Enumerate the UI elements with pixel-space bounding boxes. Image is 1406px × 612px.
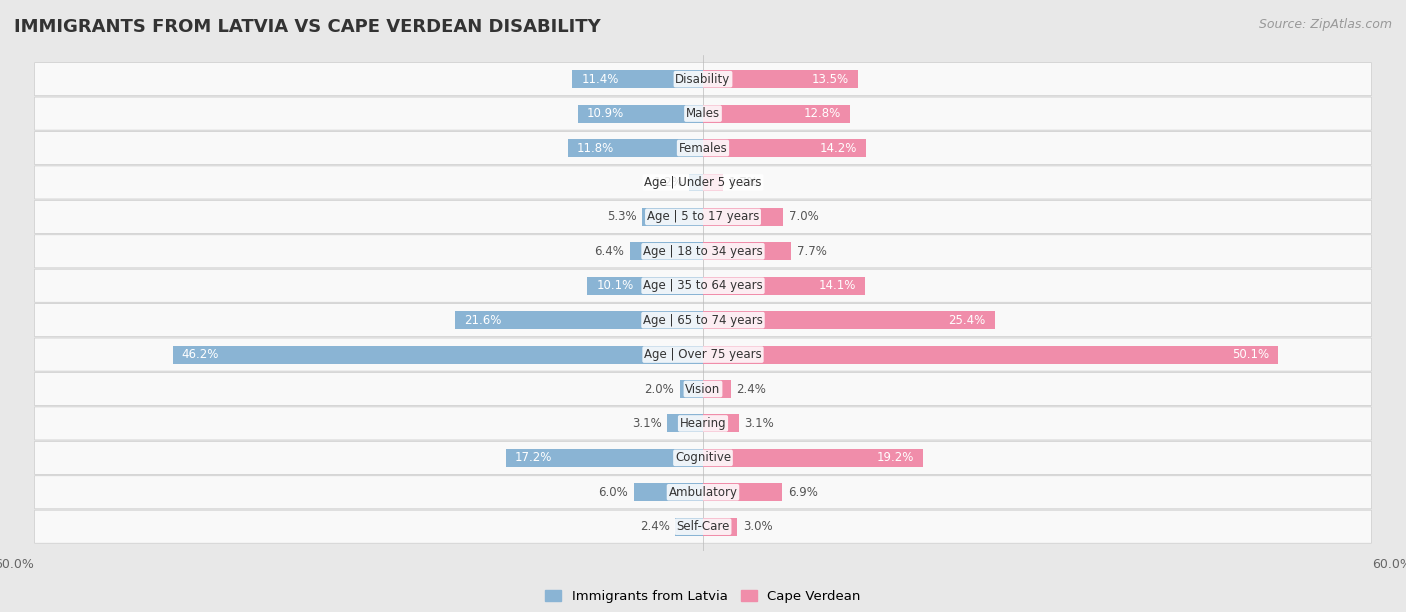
Bar [703,105,851,122]
FancyBboxPatch shape [35,62,1371,95]
Legend: Immigrants from Latvia, Cape Verdean: Immigrants from Latvia, Cape Verdean [540,585,866,609]
Bar [578,105,703,122]
Text: 3.0%: 3.0% [744,520,773,533]
FancyBboxPatch shape [35,476,1371,509]
FancyBboxPatch shape [35,373,1371,406]
Bar [703,311,994,329]
Text: 6.0%: 6.0% [599,486,628,499]
Text: Age | 35 to 64 years: Age | 35 to 64 years [643,279,763,292]
Text: Hearing: Hearing [679,417,727,430]
Bar [703,518,738,536]
Text: 46.2%: 46.2% [181,348,219,361]
Text: 7.0%: 7.0% [789,211,818,223]
Text: 14.2%: 14.2% [820,141,856,154]
Bar [703,449,924,467]
Text: 7.7%: 7.7% [797,245,827,258]
FancyBboxPatch shape [35,200,1371,233]
Bar [681,380,703,398]
Text: Disability: Disability [675,73,731,86]
FancyBboxPatch shape [35,269,1371,302]
Text: 13.5%: 13.5% [811,73,849,86]
Bar [506,449,703,467]
FancyBboxPatch shape [35,166,1371,199]
Text: Age | Under 5 years: Age | Under 5 years [644,176,762,189]
Text: Source: ZipAtlas.com: Source: ZipAtlas.com [1258,18,1392,31]
Bar [689,174,703,192]
FancyBboxPatch shape [35,132,1371,165]
Bar [456,311,703,329]
Bar [643,208,703,226]
Bar [703,483,782,501]
Bar [703,174,723,192]
Text: Females: Females [679,141,727,154]
Text: 17.2%: 17.2% [515,452,553,465]
Text: 19.2%: 19.2% [877,452,914,465]
Text: Self-Care: Self-Care [676,520,730,533]
Text: 1.7%: 1.7% [728,176,758,189]
Bar [703,414,738,432]
Bar [703,346,1278,364]
Bar [703,70,858,88]
Text: 14.1%: 14.1% [818,279,856,292]
FancyBboxPatch shape [35,510,1371,543]
FancyBboxPatch shape [35,441,1371,474]
Text: 6.9%: 6.9% [787,486,818,499]
Bar [703,380,731,398]
Text: 21.6%: 21.6% [464,314,502,327]
Bar [668,414,703,432]
Text: 3.1%: 3.1% [631,417,662,430]
FancyBboxPatch shape [35,338,1371,371]
FancyBboxPatch shape [35,407,1371,440]
Bar [703,208,783,226]
Text: 1.2%: 1.2% [654,176,683,189]
Bar [634,483,703,501]
Text: IMMIGRANTS FROM LATVIA VS CAPE VERDEAN DISABILITY: IMMIGRANTS FROM LATVIA VS CAPE VERDEAN D… [14,18,600,36]
Bar [572,70,703,88]
FancyBboxPatch shape [35,235,1371,268]
Text: 3.1%: 3.1% [744,417,775,430]
Bar [675,518,703,536]
Text: Age | 18 to 34 years: Age | 18 to 34 years [643,245,763,258]
Text: 2.4%: 2.4% [737,382,766,395]
Text: Ambulatory: Ambulatory [668,486,738,499]
Text: 10.1%: 10.1% [596,279,634,292]
Text: 10.9%: 10.9% [588,107,624,120]
Text: Vision: Vision [685,382,721,395]
Bar [568,139,703,157]
Bar [703,139,866,157]
Bar [588,277,703,294]
Text: 50.1%: 50.1% [1232,348,1270,361]
Text: 6.4%: 6.4% [593,245,624,258]
Text: 12.8%: 12.8% [804,107,841,120]
Text: Males: Males [686,107,720,120]
Bar [703,242,792,260]
Text: Cognitive: Cognitive [675,452,731,465]
FancyBboxPatch shape [35,97,1371,130]
Bar [703,277,865,294]
Text: Age | 5 to 17 years: Age | 5 to 17 years [647,211,759,223]
Bar [630,242,703,260]
Text: 11.4%: 11.4% [581,73,619,86]
Text: 11.8%: 11.8% [576,141,614,154]
Text: 2.4%: 2.4% [640,520,669,533]
FancyBboxPatch shape [35,304,1371,337]
Text: 5.3%: 5.3% [607,211,637,223]
Bar [173,346,703,364]
Text: 25.4%: 25.4% [948,314,986,327]
Text: 2.0%: 2.0% [644,382,675,395]
Text: Age | 65 to 74 years: Age | 65 to 74 years [643,314,763,327]
Text: Age | Over 75 years: Age | Over 75 years [644,348,762,361]
